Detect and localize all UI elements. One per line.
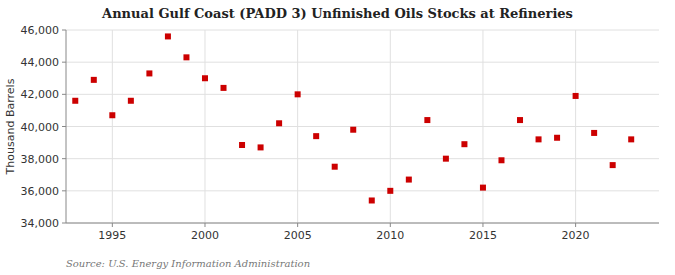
y-tick <box>62 190 66 191</box>
x-tick-label: 1995 <box>98 229 126 242</box>
title: Annual Gulf Coast (PADD 3) Unfinished Oi… <box>101 6 573 21</box>
point <box>461 141 467 147</box>
y-tick <box>62 94 66 95</box>
point <box>628 136 634 142</box>
y-tick-label: 40,000 <box>21 121 60 134</box>
grid <box>66 30 659 223</box>
point <box>554 135 560 141</box>
y-tick-label: 36,000 <box>21 185 60 198</box>
x-tick <box>482 223 483 227</box>
y-tick-label: 34,000 <box>21 217 60 230</box>
point <box>498 157 504 163</box>
point <box>517 117 523 123</box>
point <box>109 112 115 118</box>
point <box>91 77 97 83</box>
y-grid-line <box>66 223 659 224</box>
point <box>128 98 134 104</box>
x-tick-label: 2010 <box>376 229 404 242</box>
point <box>387 188 393 194</box>
chart: 1995 2000 2005 2010 2015 2020 34,000 36,000 38,0… <box>0 0 675 275</box>
y-grid-line <box>66 94 659 95</box>
y-axis-label: Thousand Barrels <box>4 78 17 175</box>
x-tick <box>112 223 113 227</box>
x-tick-label: 2000 <box>191 229 219 242</box>
y-grid-line <box>66 30 659 31</box>
x-grid-line <box>390 30 391 223</box>
point <box>536 136 542 142</box>
x-grid-line <box>575 30 576 223</box>
point <box>276 120 282 126</box>
x-axis-line <box>66 223 659 224</box>
x-grid-line <box>204 30 205 223</box>
point <box>72 98 78 104</box>
x-tick-label: 2020 <box>562 229 590 242</box>
y-tick <box>62 62 66 63</box>
x-tick-label: 2005 <box>284 229 312 242</box>
point <box>443 156 449 162</box>
x-tick-label: 2015 <box>469 229 497 242</box>
y-tick <box>62 158 66 159</box>
points <box>72 33 634 203</box>
x-grid-line <box>112 30 113 223</box>
point <box>369 197 375 203</box>
source-annotation: Source: U.S. Energy Information Administ… <box>66 258 310 269</box>
x-tick <box>297 223 298 227</box>
y-grid-line <box>66 158 659 159</box>
point <box>573 93 579 99</box>
y-tick-label: 44,000 <box>21 56 60 69</box>
y-grid-line <box>66 62 659 63</box>
point <box>221 85 227 91</box>
chart-container: 1995 2000 2005 2010 2015 2020 34,000 36,000 38,0… <box>0 0 675 275</box>
point <box>202 75 208 81</box>
point <box>146 70 152 76</box>
point <box>239 142 245 148</box>
point <box>165 33 171 39</box>
y-tick <box>62 126 66 127</box>
y-grid-line <box>66 126 659 127</box>
y-tick-label: 38,000 <box>21 153 60 166</box>
x-tick <box>390 223 391 227</box>
y-tick-label: 46,000 <box>21 24 60 37</box>
y-tick-label: 42,000 <box>21 88 60 101</box>
y-grid-line <box>66 190 659 191</box>
point <box>295 91 301 97</box>
point <box>183 54 189 60</box>
x-tick <box>575 223 576 227</box>
point <box>591 130 597 136</box>
x-grid-line <box>297 30 298 223</box>
y-tick <box>62 30 66 31</box>
point <box>313 133 319 139</box>
x-tick <box>204 223 205 227</box>
point <box>480 185 486 191</box>
point <box>332 164 338 170</box>
point <box>424 117 430 123</box>
point <box>406 177 412 183</box>
point <box>258 144 264 150</box>
point <box>610 162 616 168</box>
x-grid-line <box>482 30 483 223</box>
point <box>350 127 356 133</box>
y-tick <box>62 223 66 224</box>
